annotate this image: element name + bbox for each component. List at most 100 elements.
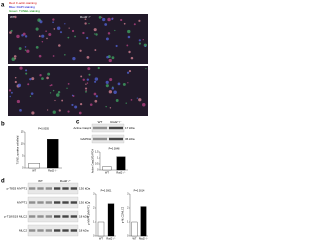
cell-dot (48, 32, 52, 36)
band (109, 126, 123, 130)
cell-dot (56, 93, 60, 97)
cell-dot (128, 69, 132, 73)
cell-dot (126, 71, 130, 74)
x-tick-label: WT (105, 172, 109, 175)
cell-dot (35, 45, 39, 49)
bar (47, 139, 59, 169)
blot (27, 224, 79, 237)
band (62, 229, 69, 232)
size-label: 18 kDa (79, 228, 89, 232)
cell-dot (142, 103, 146, 107)
cell-dot (41, 41, 44, 43)
cell-dot (53, 28, 56, 30)
y-tick-label: 1 (127, 221, 129, 224)
x-tick-label: WT (99, 238, 103, 241)
cell-dot (49, 84, 51, 87)
cell-dot (78, 111, 82, 115)
cell-dot (47, 109, 49, 111)
band (70, 215, 77, 218)
cell-dot (127, 29, 131, 34)
cell-dot (17, 83, 22, 88)
size-label: 18 kDa (79, 214, 89, 218)
cell-dot (64, 23, 66, 25)
cell-dot (11, 57, 16, 61)
cell-dot (133, 23, 136, 26)
cell-dot (79, 49, 82, 52)
band (70, 201, 77, 204)
cell-dot (58, 109, 61, 112)
cell-dot (49, 92, 52, 94)
cell-dot (52, 55, 55, 57)
cell-dot (130, 99, 133, 101)
cell-dot (130, 56, 134, 60)
blot (27, 196, 79, 209)
cell-dot (82, 78, 85, 82)
x-tick-label: Rod2⁻/⁻ (48, 170, 58, 173)
blot-label: p-T18/S19 MLC2 (4, 214, 27, 218)
y-tick-label: 5 (22, 155, 24, 158)
cell-dot (127, 82, 129, 84)
cell-dot (123, 22, 126, 25)
band (37, 187, 44, 190)
micrograph (8, 14, 78, 64)
cell-dot (61, 99, 64, 102)
y-tick-label: 10 (21, 143, 24, 146)
cell-dot (64, 54, 66, 56)
image-label: Rod2⁻/⁻ (80, 15, 92, 19)
cell-dot (9, 31, 12, 34)
band (29, 229, 36, 232)
cell-dot (127, 35, 131, 39)
bar (97, 221, 105, 237)
legend-text: Green: TUNEL staining (9, 9, 40, 13)
y-tick-label: 15 (21, 131, 24, 134)
cell-dot (114, 29, 116, 32)
cell-dot (86, 78, 90, 81)
blot-label: MYPT1 (17, 200, 27, 204)
annotation: P=0.0001 (101, 190, 112, 193)
annotation: P=0.0005 (38, 128, 49, 131)
lane-label: WT (38, 179, 43, 183)
cell-dot (128, 50, 131, 54)
cell-dot (95, 33, 98, 36)
cell-dot (72, 57, 76, 61)
cell-dot (14, 57, 17, 60)
cell-dot (85, 90, 87, 92)
cell-dot (22, 32, 26, 36)
cell-dot (58, 44, 61, 47)
blot-label: GAPDH (80, 137, 91, 141)
band (62, 187, 69, 190)
cell-dot (104, 23, 108, 26)
cell-dot (71, 94, 74, 97)
cell-dot (80, 75, 83, 78)
y-tick-label: 1 (93, 221, 95, 224)
cell-dot (71, 29, 75, 33)
cell-dot (67, 110, 70, 113)
cell-dot (54, 99, 56, 102)
cell-dot (67, 82, 70, 85)
band (54, 187, 61, 190)
cell-dot (144, 45, 147, 48)
cell-dot (105, 84, 109, 88)
cell-dot (89, 103, 93, 106)
cell-dot (35, 27, 39, 31)
cell-dot (138, 42, 141, 45)
cell-dot (125, 102, 127, 104)
x-tick-label: WT (133, 238, 137, 241)
cell-dot (88, 22, 90, 25)
cell-dot (74, 35, 76, 38)
size-label: 36 kDa (125, 137, 135, 141)
cell-dot (94, 49, 97, 52)
cell-dot (102, 17, 106, 22)
cell-dot (8, 89, 12, 92)
cell-dot (88, 73, 91, 76)
cell-dot (39, 20, 43, 24)
cell-dot (41, 77, 44, 80)
y-tick-label: 1 (97, 157, 99, 160)
cell-dot (13, 55, 17, 58)
cell-dot (98, 16, 102, 19)
image-label: WT (10, 15, 15, 19)
cell-dot (93, 28, 97, 32)
cell-dot (68, 27, 70, 29)
cell-dot (52, 110, 56, 114)
band (93, 126, 107, 130)
